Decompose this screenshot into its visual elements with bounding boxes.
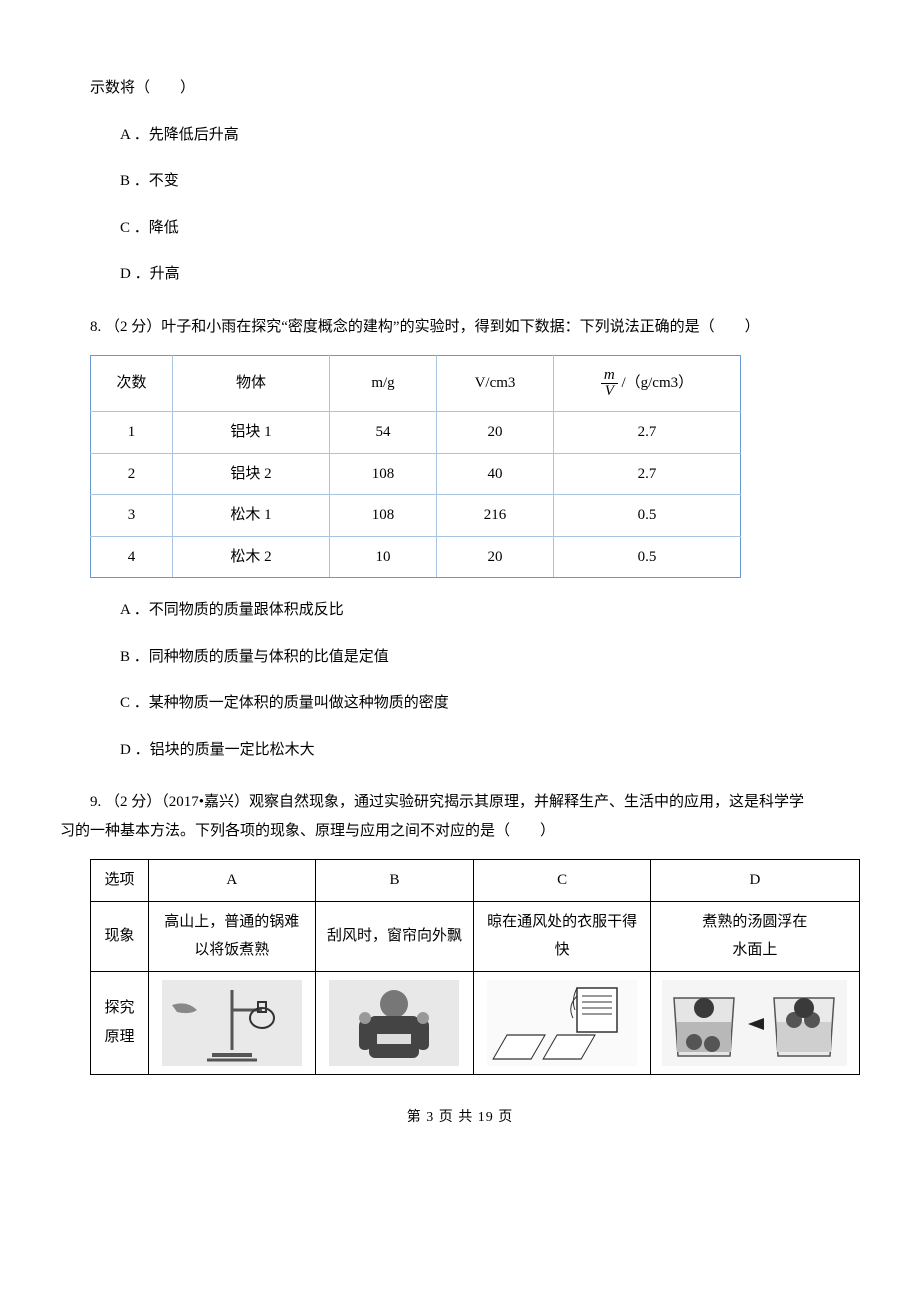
evaporation-papers-icon	[487, 980, 637, 1066]
q9-img-d	[650, 971, 859, 1074]
q9-phen-d: 煮熟的汤圆浮在 水面上	[650, 901, 859, 971]
q8-cell: 40	[437, 453, 554, 495]
q9-table: 选项 A B C D 现象 高山上，普通的锅难以将饭煮熟 刮风时，窗帘向外飘 晾…	[90, 859, 860, 1075]
q8-cell: 松木 2	[173, 536, 330, 578]
q9-col-c: C	[474, 860, 650, 902]
page-footer: 第 3 页 共 19 页	[60, 1105, 860, 1132]
q8-opt-c: C ．某种物质一定体积的质量叫做这种物质的密度	[60, 689, 860, 718]
q7-opt-d: D ．升高	[60, 260, 860, 289]
table-row: 1 铝块 1 54 20 2.7	[91, 412, 741, 454]
q8-opt-a: A ．不同物质的质量跟体积成反比	[60, 596, 860, 625]
q8-th-0: 次数	[91, 356, 173, 412]
q9-phen-c: 晾在通风处的衣服干得快	[474, 901, 650, 971]
q9-col-d: D	[650, 860, 859, 902]
q9-col-a: A	[149, 860, 315, 902]
q9-img-b	[315, 971, 474, 1074]
q9-stem-line1: 9. （2 分）（2017•嘉兴）观察自然现象，通过实验研究揭示其原理，并解释生…	[60, 788, 860, 817]
q8-cell: 1	[91, 412, 173, 454]
q9-rowlabel-2: 探究原理	[91, 971, 149, 1074]
q8-cell: 216	[437, 495, 554, 537]
q8-cell: 10	[330, 536, 437, 578]
q8-cell: 20	[437, 412, 554, 454]
q9-phen-b: 刮风时，窗帘向外飘	[315, 901, 474, 971]
person-blowing-icon	[329, 980, 459, 1066]
q8-cell: 4	[91, 536, 173, 578]
q9-img-c	[474, 971, 650, 1074]
q9-stem-line2: 习的一种基本方法。下列各项的现象、原理与应用之间不对应的是（ ）	[60, 817, 860, 846]
q8-th-1: 物体	[173, 356, 330, 412]
table-row: 4 松木 2 10 20 0.5	[91, 536, 741, 578]
q8-cell: 3	[91, 495, 173, 537]
q8-opt-d: D ．铝块的质量一定比松木大	[60, 736, 860, 765]
q7-opt-c: C ．降低	[60, 214, 860, 243]
fraction-icon: mV	[601, 366, 618, 401]
q8-cell: 2.7	[554, 453, 741, 495]
q8-opt-b: B ．同种物质的质量与体积的比值是定值	[60, 643, 860, 672]
q7-opt-a: A ．先降低后升高	[60, 121, 860, 150]
q7-stem: 示数将（ ）	[60, 74, 860, 103]
q8-cell: 铝块 2	[173, 453, 330, 495]
q8-th-3: V/cm3	[437, 356, 554, 412]
q8-cell: 铝块 1	[173, 412, 330, 454]
q9-rowlabel-1: 现象	[91, 901, 149, 971]
q8-table: 次数 物体 m/g V/cm3 mV /（g/cm3） 1 铝块 1 54 20…	[90, 355, 741, 578]
q8-stem: 8. （2 分）叶子和小雨在探究“密度概念的建构”的实验时，得到如下数据：下列说…	[60, 313, 860, 342]
q9-phen-d-bot: 水面上	[659, 936, 851, 965]
q8-th-2: m/g	[330, 356, 437, 412]
q9-rowlabel-0: 选项	[91, 860, 149, 902]
table-row: 3 松木 1 108 216 0.5	[91, 495, 741, 537]
q7-opt-b: B ．不变	[60, 167, 860, 196]
q8-cell: 108	[330, 495, 437, 537]
q8-th-4-suffix: /（g/cm3）	[621, 375, 693, 391]
q8-cell: 2	[91, 453, 173, 495]
table-row: 2 铝块 2 108 40 2.7	[91, 453, 741, 495]
q9-phen-d-top: 煮熟的汤圆浮在	[659, 908, 851, 937]
q9-phen-a: 高山上，普通的锅难以将饭煮熟	[149, 901, 315, 971]
flask-apparatus-icon	[162, 980, 302, 1066]
q8-cell: 2.7	[554, 412, 741, 454]
q8-cell: 松木 1	[173, 495, 330, 537]
q9-img-a	[149, 971, 315, 1074]
table-row: 探究原理	[91, 971, 860, 1074]
q8-cell: 20	[437, 536, 554, 578]
q8-cell: 54	[330, 412, 437, 454]
table-row: 现象 高山上，普通的锅难以将饭煮熟 刮风时，窗帘向外飘 晾在通风处的衣服干得快 …	[91, 901, 860, 971]
table-row: 次数 物体 m/g V/cm3 mV /（g/cm3）	[91, 356, 741, 412]
table-row: 选项 A B C D	[91, 860, 860, 902]
q8-cell: 0.5	[554, 536, 741, 578]
q9-col-b: B	[315, 860, 474, 902]
q8-cell: 108	[330, 453, 437, 495]
floating-tangyuan-icon	[662, 980, 847, 1066]
q8-cell: 0.5	[554, 495, 741, 537]
q8-th-4: mV /（g/cm3）	[554, 356, 741, 412]
